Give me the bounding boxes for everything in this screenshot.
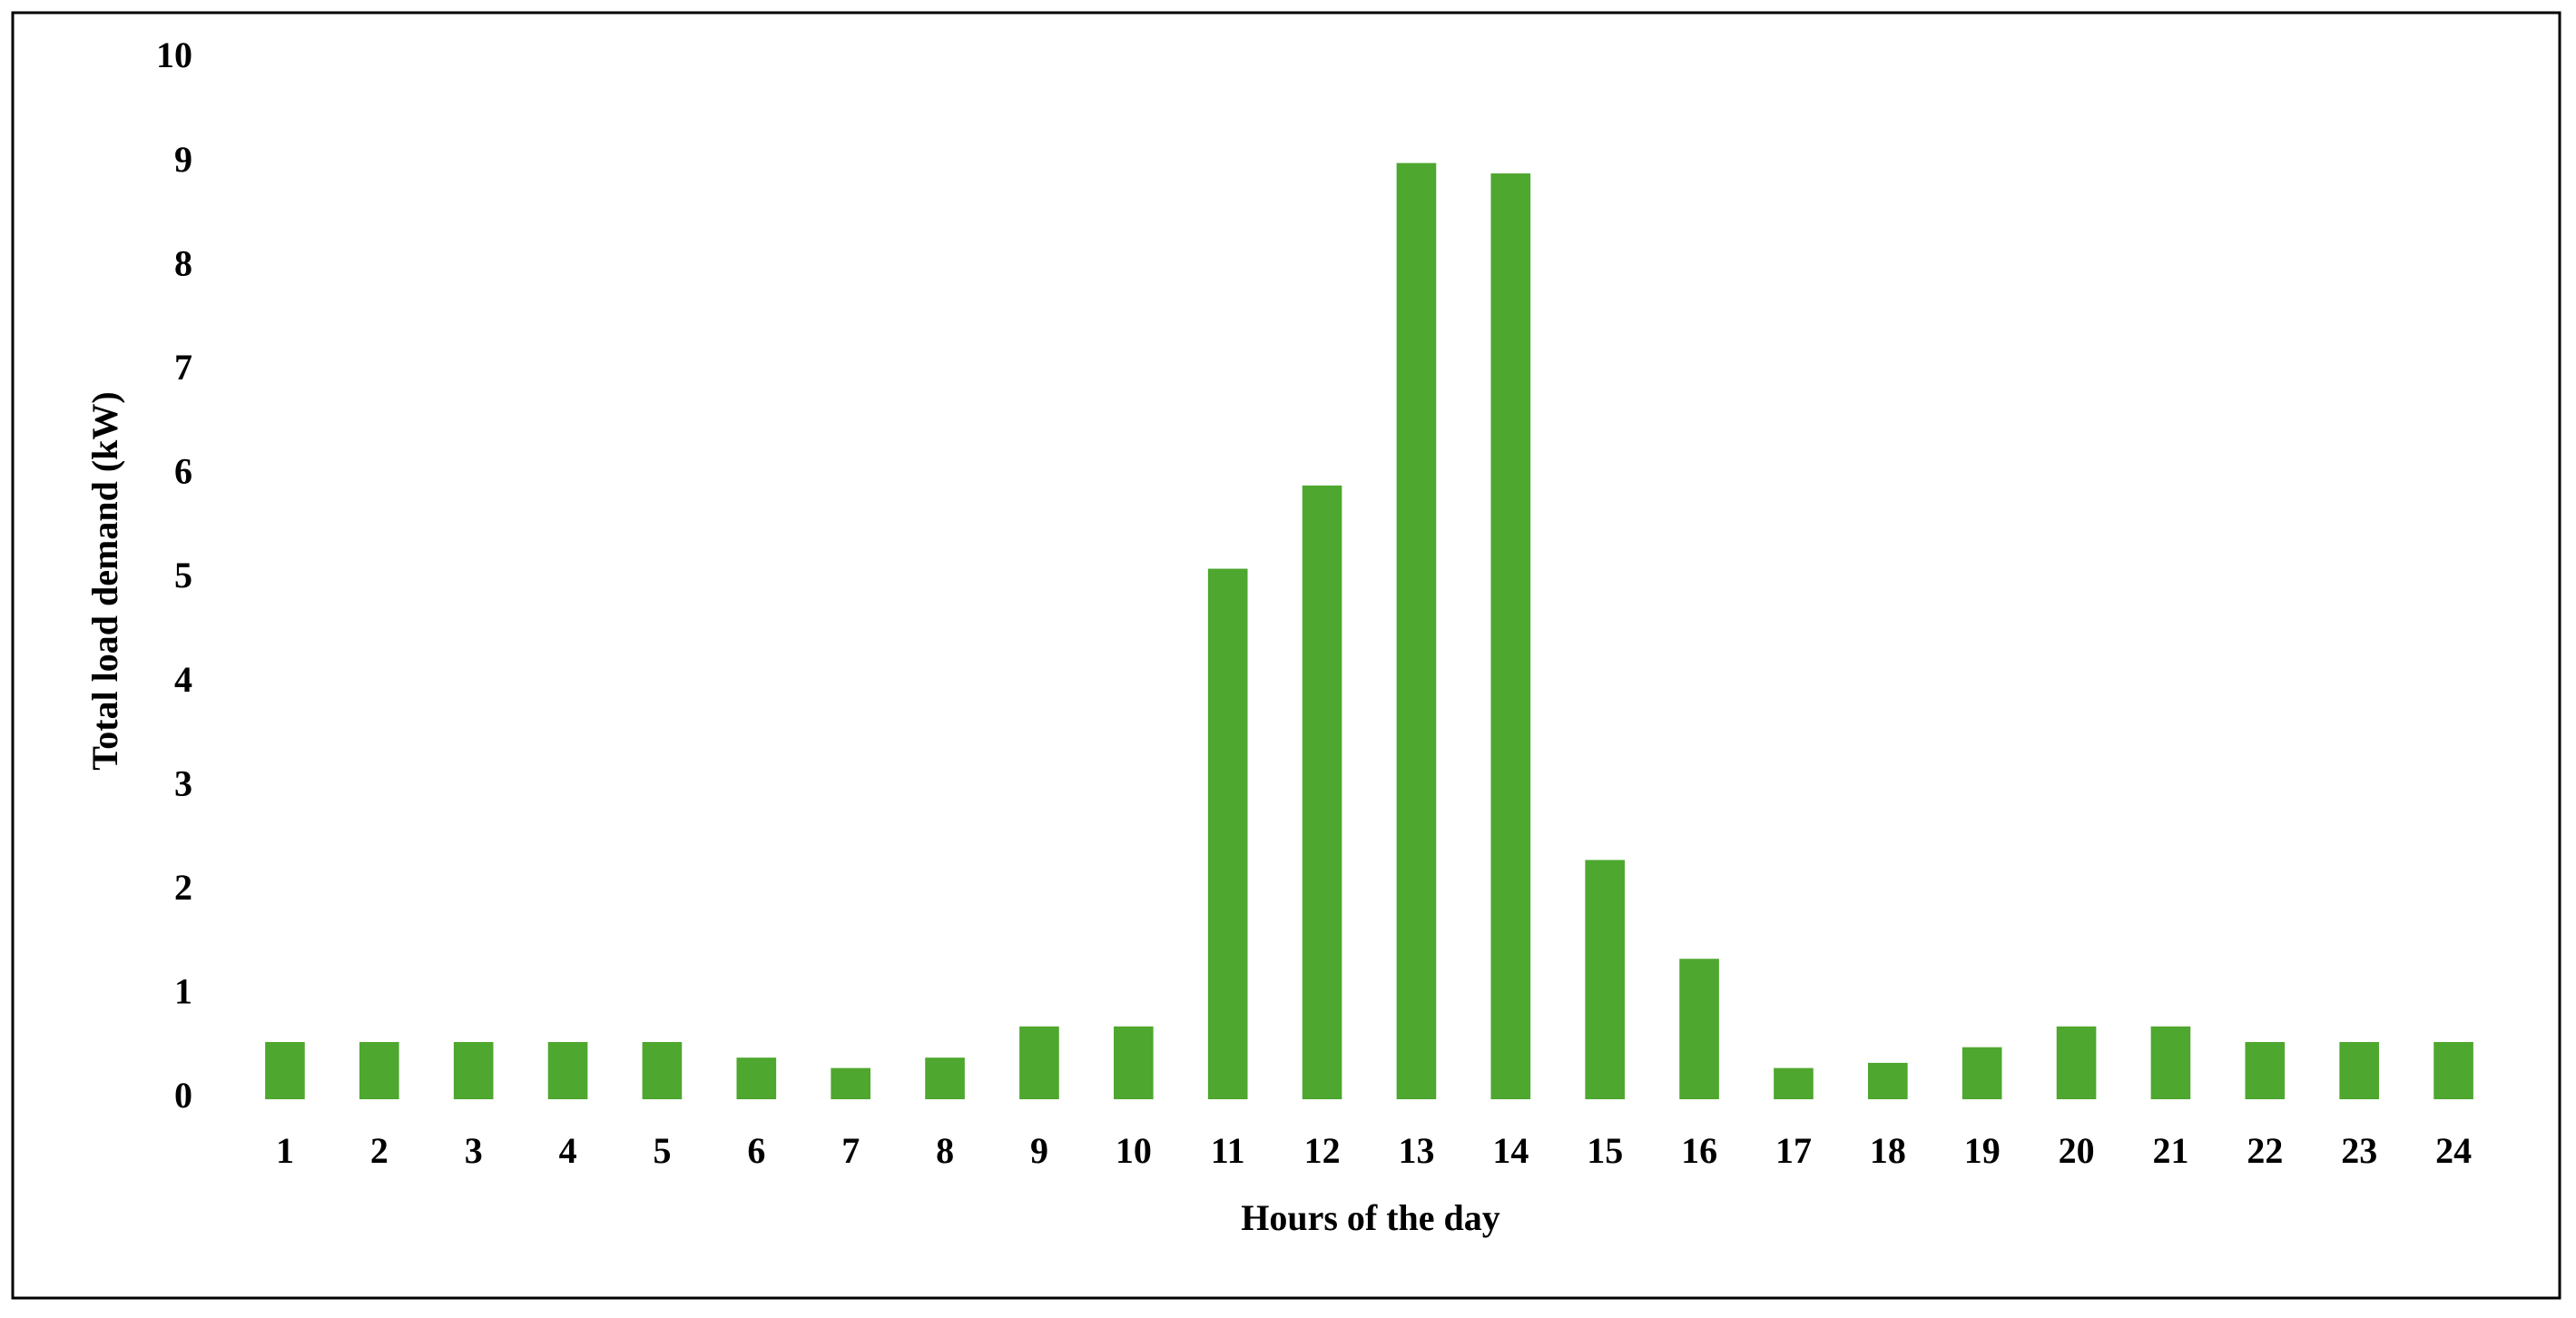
x-tick-label: 17 <box>1775 1130 1812 1171</box>
y-tick-label: 2 <box>174 867 192 908</box>
y-tick-label: 4 <box>174 659 192 700</box>
y-tick-label: 8 <box>174 242 192 283</box>
x-tick-label: 11 <box>1211 1130 1245 1171</box>
bar <box>1113 1026 1154 1099</box>
x-tick-label: 9 <box>1030 1130 1048 1171</box>
bar <box>1302 485 1342 1099</box>
x-tick-label: 1 <box>276 1130 294 1171</box>
x-tick-label: 15 <box>1587 1130 1623 1171</box>
x-tick-label: 2 <box>370 1130 388 1171</box>
bar <box>2056 1026 2097 1099</box>
x-tick-label: 24 <box>2435 1130 2472 1171</box>
x-tick-label: 5 <box>653 1130 671 1171</box>
x-tick-label: 23 <box>2341 1130 2377 1171</box>
bar <box>642 1041 683 1099</box>
y-tick-label: 1 <box>174 971 192 1012</box>
bar <box>453 1041 494 1099</box>
x-tick-label: 8 <box>936 1130 954 1171</box>
x-tick-label: 16 <box>1681 1130 1717 1171</box>
bar <box>1490 173 1531 1099</box>
x-tick-label: 7 <box>841 1130 860 1171</box>
y-tick-label: 0 <box>174 1075 192 1116</box>
x-axis-title: Hours of the day <box>1241 1197 1500 1238</box>
x-tick-label: 19 <box>1964 1130 2001 1171</box>
bar <box>2433 1041 2473 1099</box>
bar <box>2245 1041 2286 1099</box>
y-tick-label: 7 <box>174 347 192 388</box>
bar <box>1867 1062 1908 1099</box>
y-tick-label: 6 <box>174 451 192 492</box>
bar <box>925 1057 965 1099</box>
x-tick-label: 22 <box>2247 1130 2283 1171</box>
bar <box>547 1041 588 1099</box>
y-tick-label: 10 <box>156 34 192 75</box>
x-tick-label: 3 <box>465 1130 483 1171</box>
x-tick-label: 12 <box>1304 1130 1341 1171</box>
bar <box>736 1057 777 1099</box>
x-tick-label: 14 <box>1492 1130 1529 1171</box>
x-tick-label: 10 <box>1116 1130 1152 1171</box>
bar <box>1774 1067 1814 1099</box>
bar <box>2150 1026 2191 1099</box>
x-tick-label: 13 <box>1398 1130 1434 1171</box>
y-tick-label: 5 <box>174 555 192 595</box>
bar <box>1207 568 1248 1099</box>
y-axis-title: Total load demand (kW) <box>84 391 125 771</box>
x-tick-label: 20 <box>2059 1130 2095 1171</box>
x-tick-label: 18 <box>1870 1130 1906 1171</box>
bar <box>265 1041 305 1099</box>
x-tick-label: 21 <box>2152 1130 2188 1171</box>
x-tick-label: 6 <box>747 1130 765 1171</box>
bar <box>1396 162 1437 1100</box>
bar <box>1585 860 1626 1099</box>
bar <box>359 1041 399 1099</box>
bar <box>1961 1047 2002 1099</box>
bar <box>1019 1026 1059 1099</box>
y-tick-label: 9 <box>174 139 192 180</box>
x-tick-label: 4 <box>559 1130 577 1171</box>
bar <box>1679 959 1719 1099</box>
bar <box>831 1067 871 1099</box>
chart-border <box>11 11 2561 1300</box>
bar <box>2339 1041 2380 1099</box>
y-tick-label: 3 <box>174 762 192 803</box>
